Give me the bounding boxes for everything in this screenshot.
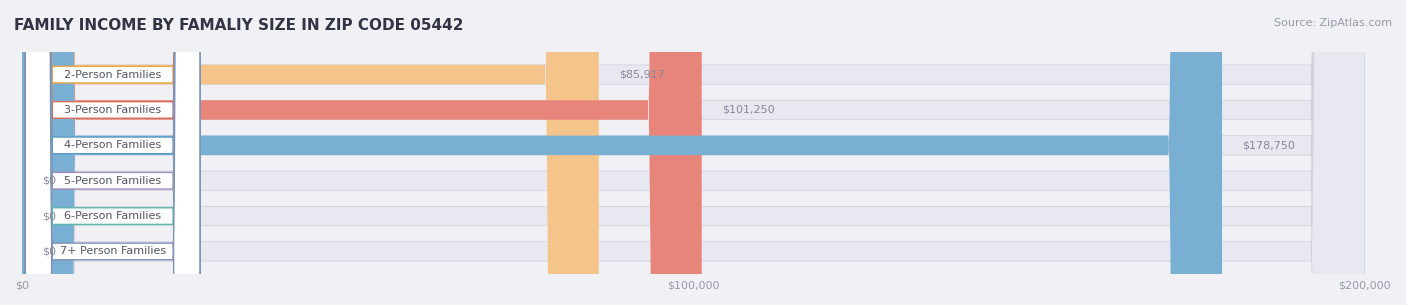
Text: 4-Person Families: 4-Person Families (65, 140, 162, 150)
Text: $101,250: $101,250 (721, 105, 775, 115)
FancyBboxPatch shape (25, 0, 200, 305)
Text: $0: $0 (42, 246, 56, 257)
Text: Source: ZipAtlas.com: Source: ZipAtlas.com (1274, 18, 1392, 28)
Text: 3-Person Families: 3-Person Families (65, 105, 162, 115)
FancyBboxPatch shape (22, 0, 599, 305)
FancyBboxPatch shape (22, 0, 1365, 305)
FancyBboxPatch shape (25, 0, 200, 305)
Text: $0: $0 (42, 211, 56, 221)
FancyBboxPatch shape (22, 0, 702, 305)
FancyBboxPatch shape (22, 0, 1222, 305)
FancyBboxPatch shape (22, 0, 1365, 305)
Text: 5-Person Families: 5-Person Families (65, 176, 162, 186)
FancyBboxPatch shape (25, 0, 200, 305)
FancyBboxPatch shape (22, 0, 1365, 305)
Text: $178,750: $178,750 (1241, 140, 1295, 150)
Text: $85,917: $85,917 (619, 70, 665, 80)
FancyBboxPatch shape (22, 0, 1365, 305)
FancyBboxPatch shape (25, 0, 200, 305)
Text: FAMILY INCOME BY FAMALIY SIZE IN ZIP CODE 05442: FAMILY INCOME BY FAMALIY SIZE IN ZIP COD… (14, 18, 464, 33)
FancyBboxPatch shape (22, 0, 1365, 305)
Text: 7+ Person Families: 7+ Person Families (59, 246, 166, 257)
FancyBboxPatch shape (22, 0, 1365, 305)
FancyBboxPatch shape (25, 0, 200, 305)
FancyBboxPatch shape (25, 0, 200, 305)
Text: 6-Person Families: 6-Person Families (65, 211, 162, 221)
Text: $0: $0 (42, 176, 56, 186)
Text: 2-Person Families: 2-Person Families (65, 70, 162, 80)
